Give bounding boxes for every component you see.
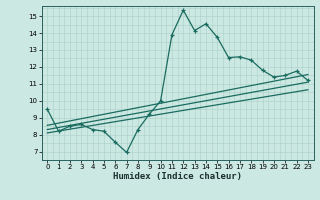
X-axis label: Humidex (Indice chaleur): Humidex (Indice chaleur) [113,172,242,181]
